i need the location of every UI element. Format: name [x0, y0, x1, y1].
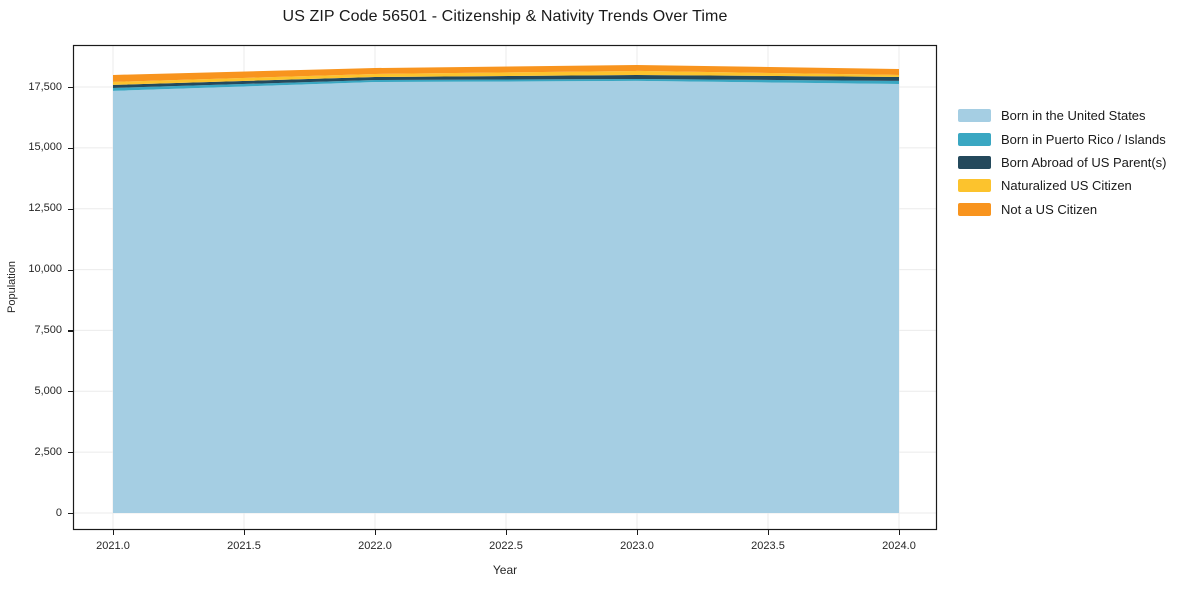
x-tick-mark: [637, 530, 639, 535]
legend-item: Naturalized US Citizen: [958, 174, 1166, 197]
x-tick-label: 2022.0: [358, 540, 392, 552]
legend-item: Born in the United States: [958, 104, 1166, 127]
x-tick-label: 2023.5: [751, 540, 785, 552]
legend-label: Born in Puerto Rico / Islands: [1001, 131, 1166, 147]
area-series: [113, 64, 899, 82]
x-tick-label: 2021.0: [96, 540, 130, 552]
x-tick-label: 2023.0: [620, 540, 654, 552]
legend-swatch: [958, 179, 991, 193]
y-tick-mark: [68, 147, 73, 150]
legend-swatch: [958, 109, 991, 123]
x-tick-label: 2024.0: [882, 540, 916, 552]
legend-label: Born Abroad of US Parent(s): [1001, 154, 1167, 170]
chart-title: US ZIP Code 56501 - Citizenship & Nativi…: [282, 8, 728, 25]
legend-swatch: [958, 202, 991, 216]
y-tick-label: 15,000: [28, 141, 62, 154]
area-series: [113, 80, 899, 513]
legend-item: Not a US Citizen: [958, 198, 1166, 221]
plot-frame: [72, 44, 938, 531]
legend-item: Born Abroad of US Parent(s): [958, 151, 1166, 174]
legend-item: Born in Puerto Rico / Islands: [958, 127, 1166, 150]
legend-label: Not a US Citizen: [1001, 201, 1098, 217]
y-tick-label: 2,500: [34, 445, 62, 458]
x-tick-mark: [375, 530, 377, 535]
plot-area: [72, 44, 938, 531]
y-tick-mark: [68, 269, 73, 271]
legend-swatch: [958, 132, 991, 146]
x-axis-title: Year: [492, 563, 518, 577]
y-tick-mark: [68, 513, 73, 515]
legend-swatch: [958, 155, 991, 169]
area-series: [113, 74, 899, 88]
y-tick-mark: [68, 330, 73, 332]
x-tick-mark: [506, 530, 508, 535]
x-tick-label: 2022.5: [489, 540, 523, 552]
x-tick-mark: [899, 530, 901, 535]
legend-label: Born in the United States: [1001, 108, 1146, 124]
y-tick-label: 5,000: [34, 384, 62, 397]
x-tick-mark: [768, 530, 770, 535]
y-tick-mark: [68, 208, 73, 210]
legend-label: Naturalized US Citizen: [1001, 178, 1132, 194]
x-tick-mark: [113, 530, 115, 535]
x-tick-mark: [244, 530, 246, 535]
y-tick-mark: [68, 452, 73, 454]
y-tick-label: 7,500: [34, 323, 62, 336]
y-tick-label: 17,500: [28, 80, 62, 93]
stacked-area-chart: [72, 44, 938, 531]
area-series: [113, 78, 899, 91]
area-series: [113, 70, 899, 85]
legend: Born in the United States Born in Puerto …: [958, 104, 1166, 221]
y-tick-mark: [68, 87, 73, 89]
y-tick-label: 10,000: [28, 263, 62, 276]
y-tick-label: 0: [55, 506, 62, 519]
y-tick-label: 12,500: [28, 202, 62, 215]
y-tick-mark: [68, 391, 73, 393]
x-tick-label: 2021.5: [227, 540, 261, 552]
